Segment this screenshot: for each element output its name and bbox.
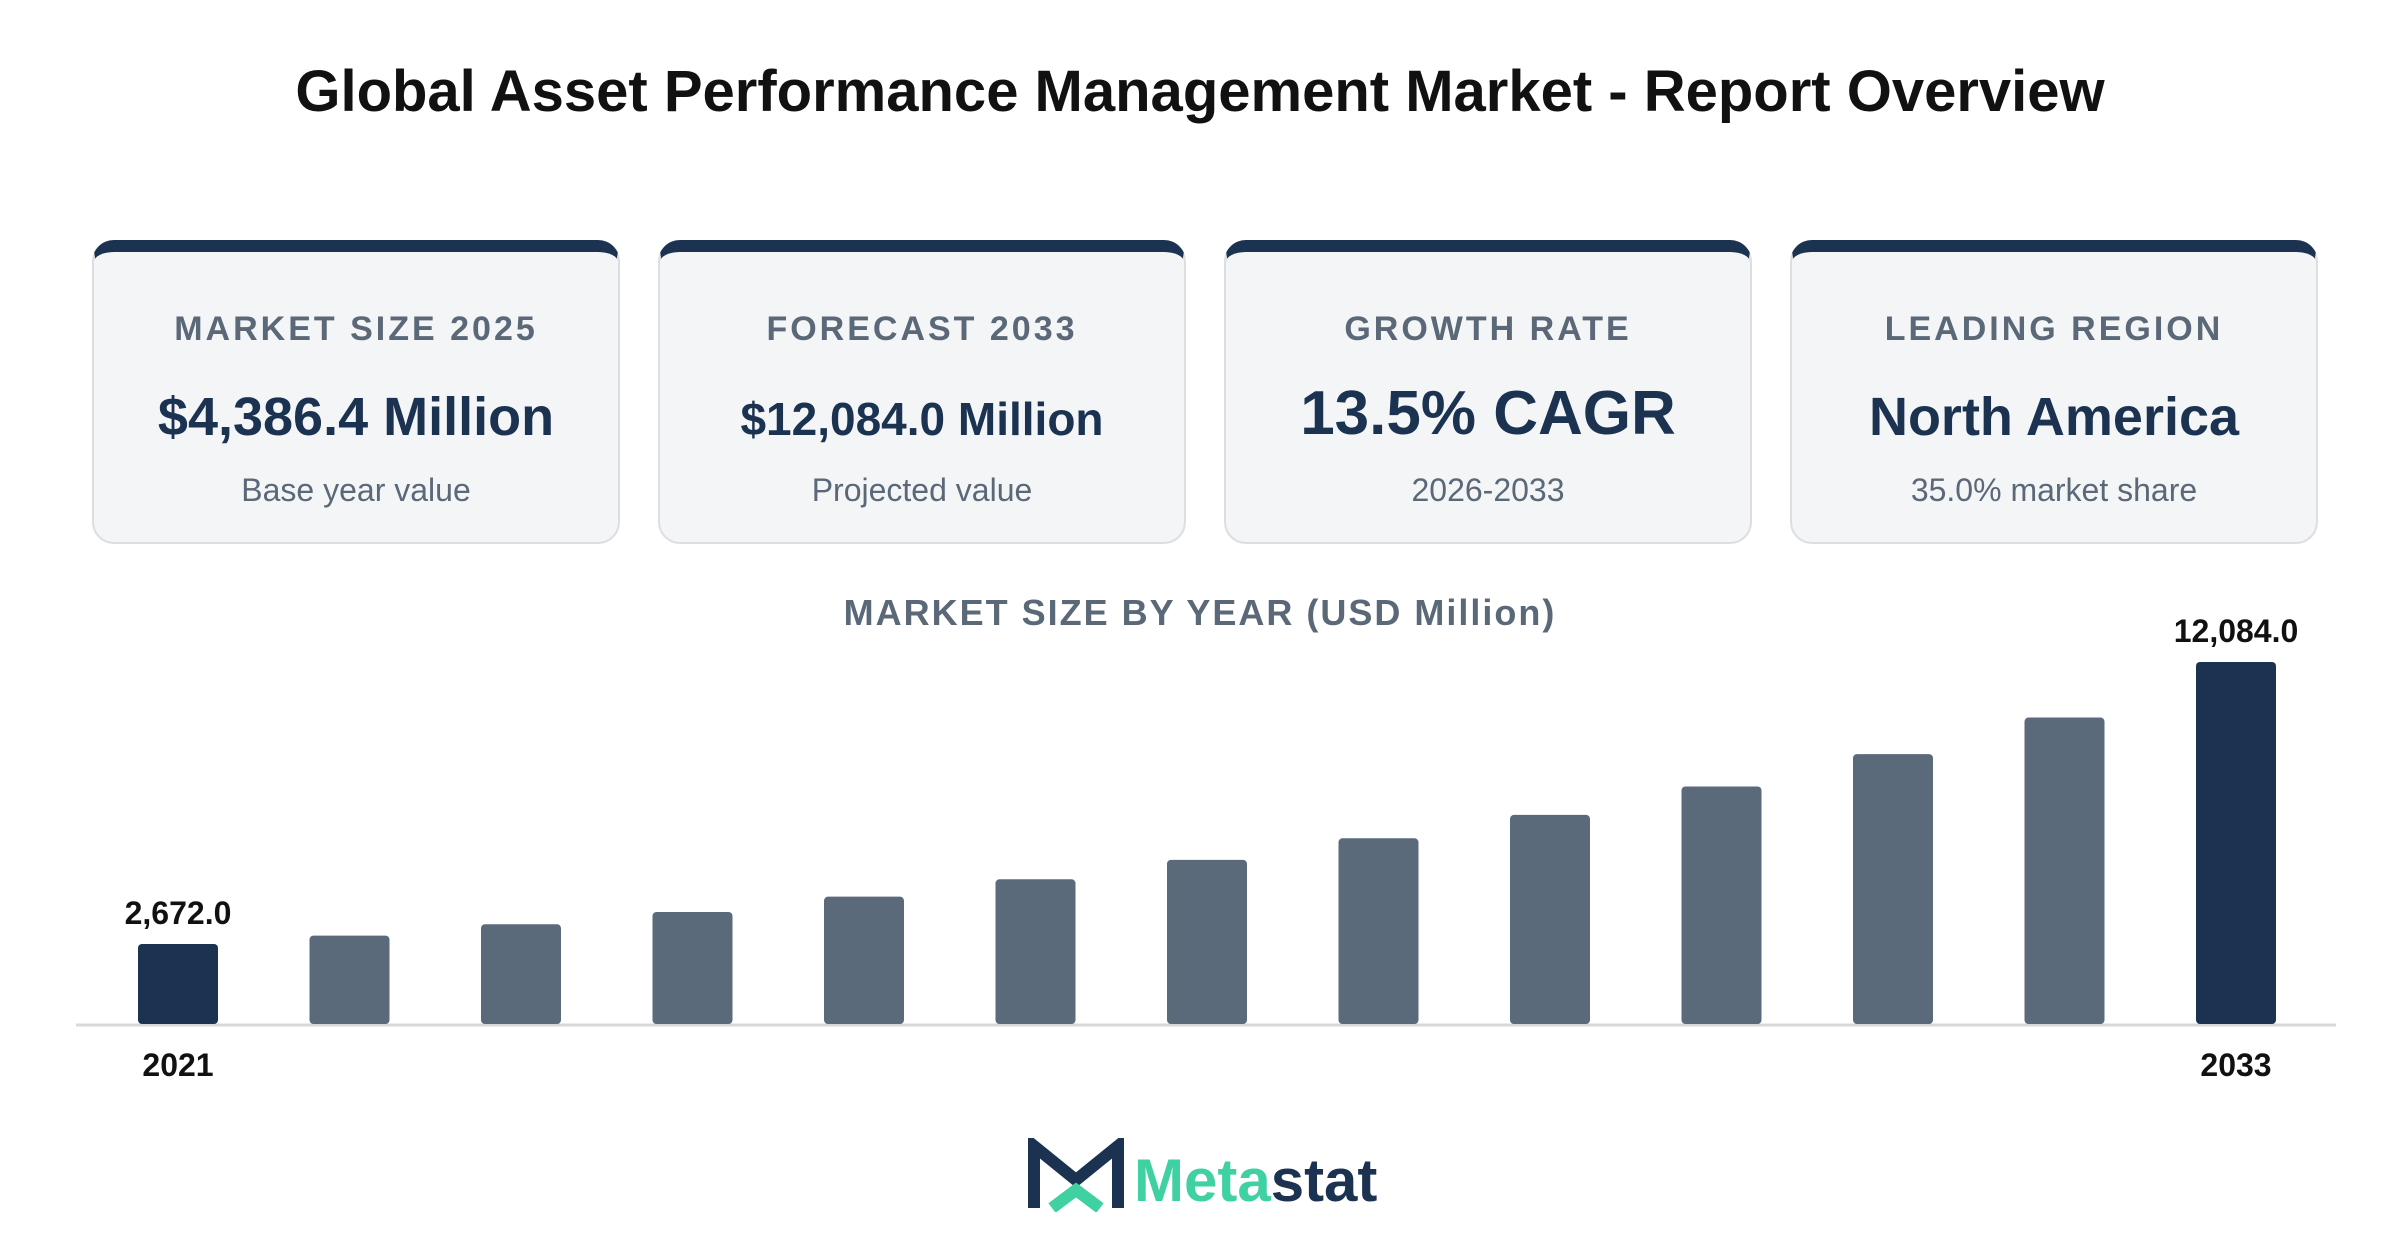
- x-tick-label: 2021: [142, 1047, 213, 1083]
- card-subtext: Projected value: [811, 472, 1033, 508]
- market-size-bar-chart: 2,672.0 2021 12,084.0 2033: [76, 613, 2336, 1083]
- card-market-size: MARKET SIZE 2025 $4,386.4 Million Base y…: [92, 240, 620, 544]
- bar-2029: [1510, 814, 1590, 1024]
- bar-2022: [309, 935, 390, 1024]
- card-label: LEADING REGION: [1884, 310, 2224, 348]
- metastat-logo-icon: [1028, 1138, 1124, 1212]
- card-label: MARKET SIZE 2025: [174, 310, 538, 348]
- x-tick-label: 2033: [2200, 1047, 2271, 1083]
- bar-value-label: 2,672.0: [125, 895, 232, 931]
- summary-cards: MARKET SIZE 2025 $4,386.4 Million Base y…: [92, 240, 2318, 544]
- card-value: $4,386.4 Million: [157, 387, 555, 447]
- bar-2024: [652, 911, 733, 1024]
- card-value: North America: [1868, 387, 2240, 447]
- card-growth-rate: GROWTH RATE 13.5% CAGR 2026-2033: [1224, 240, 1752, 544]
- card-label: FORECAST 2033: [766, 310, 1078, 348]
- metastat-logo: Metastat: [1028, 1138, 1394, 1218]
- bar-2032: [2024, 717, 2105, 1024]
- bar-value-label: 12,084.0: [2174, 613, 2299, 649]
- card-forecast: FORECAST 2033 $12,084.0 Million Projecte…: [658, 240, 1186, 544]
- bar-2028: [1338, 838, 1419, 1024]
- card-value: 13.5% CAGR: [1300, 379, 1676, 448]
- card-subtext: 2026-2033: [1411, 472, 1565, 508]
- bar-2023: [481, 924, 561, 1024]
- logo-text-meta: Meta: [1134, 1147, 1271, 1214]
- card-subtext: 35.0% market share: [1910, 472, 2198, 508]
- logo-wordmark: Metastat: [1134, 1146, 1377, 1215]
- bar-2021: [138, 943, 218, 1024]
- card-value: $12,084.0 Million: [740, 393, 1104, 445]
- logo-text-stat: stat: [1270, 1147, 1378, 1214]
- bar-2030: [1681, 786, 1762, 1024]
- chart-title: MARKET SIZE BY YEAR (USD Million): [843, 592, 1557, 633]
- bar-2026: [995, 879, 1076, 1024]
- page-title: Global Asset Performance Management Mark…: [295, 59, 2105, 124]
- bar-2031: [1853, 754, 1933, 1024]
- card-leading-region: LEADING REGION North America 35.0% marke…: [1790, 240, 2318, 544]
- bar-2027: [1167, 859, 1247, 1024]
- card-subtext: Base year value: [241, 472, 471, 508]
- bar-2033: [2196, 662, 2276, 1024]
- bar-2025: [824, 896, 904, 1024]
- card-label: GROWTH RATE: [1344, 310, 1632, 348]
